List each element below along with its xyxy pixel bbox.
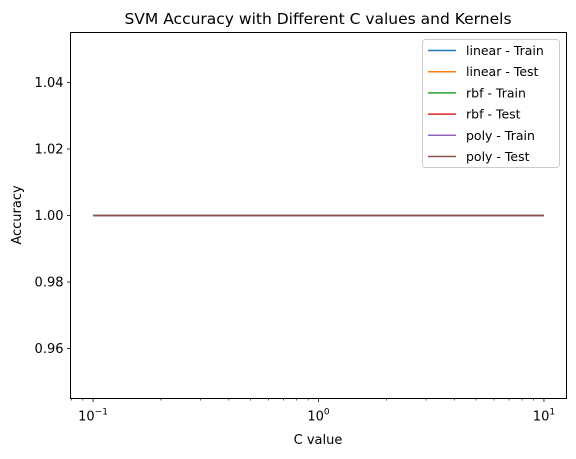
y-tick-label: 1.02 (35, 142, 64, 157)
legend-label: rbf - Test (466, 107, 521, 122)
x-axis-label: C value (294, 433, 343, 448)
y-axis: 0.96 0.98 1.00 1.02 1.04 (35, 76, 71, 357)
y-tick-label: 1.00 (35, 209, 64, 224)
x-tick-label: 100 (307, 408, 330, 425)
legend-box (422, 39, 560, 168)
x-tick-label: 101 (533, 408, 555, 425)
x-tick-exponent: −1 (95, 408, 108, 418)
x-axis: 10−1 100 101 (70, 398, 555, 425)
chart-title: SVM Accuracy with Different C values and… (124, 10, 511, 28)
legend-label: poly - Test (466, 149, 530, 164)
x-tick-label: 10−1 (78, 408, 108, 425)
x-tick-exponent: 0 (324, 408, 330, 418)
y-tick-label: 0.96 (35, 342, 64, 357)
y-tick-label: 0.98 (35, 276, 64, 291)
legend-label: poly - Train (466, 128, 535, 143)
legend-label: linear - Train (466, 43, 544, 58)
x-tick-exponent: 1 (549, 408, 555, 418)
legend: linear - Train linear - Test rbf - Train rb… (422, 39, 560, 168)
y-tick-label: 1.04 (35, 76, 64, 91)
legend-label: rbf - Train (466, 85, 526, 100)
legend-label: linear - Test (466, 64, 539, 79)
y-axis-label: Accuracy (10, 185, 25, 245)
